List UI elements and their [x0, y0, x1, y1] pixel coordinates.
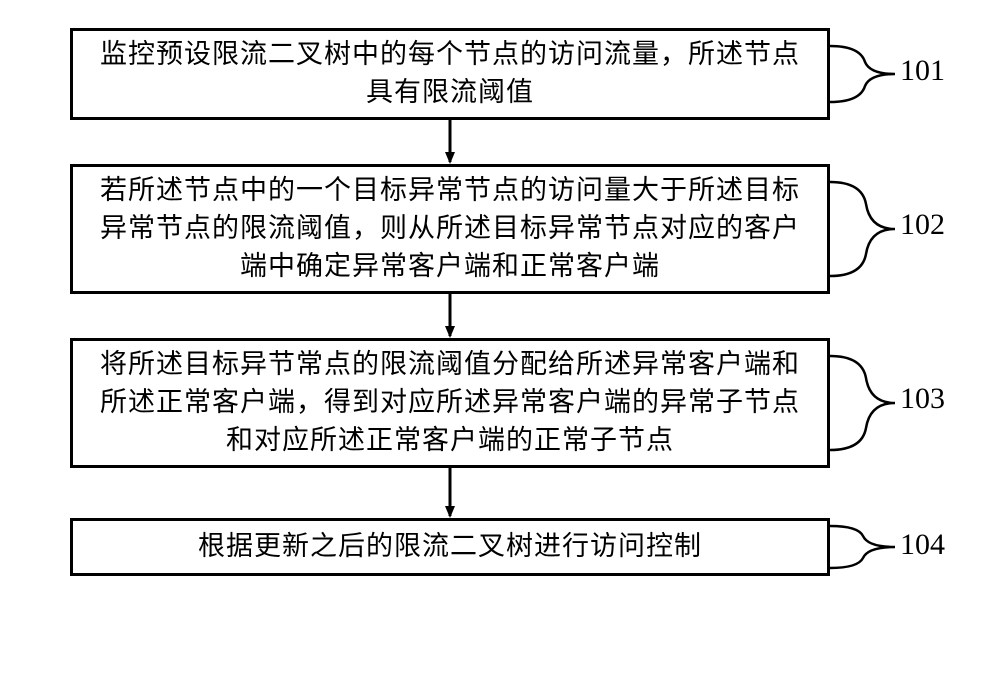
flow-node-3: 将所述目标异节常点的限流阈值分配给所述异常客户端和所述正常客户端，得到对应所述异…: [70, 338, 830, 468]
flow-node-1-text: 监控预设限流二叉树中的每个节点的访问流量，所述节点具有限流阈值: [87, 36, 813, 112]
flow-node-4: 根据更新之后的限流二叉树进行访问控制: [70, 518, 830, 576]
flow-node-2-text: 若所述节点中的一个目标异常节点的访问量大于所述目标异常节点的限流阈值，则从所述目…: [87, 172, 813, 285]
step-label-102: 102: [900, 208, 945, 242]
flowchart-canvas: 监控预设限流二叉树中的每个节点的访问流量，所述节点具有限流阈值 若所述节点中的一…: [0, 0, 1000, 680]
brace-2: [830, 182, 895, 276]
flow-node-2: 若所述节点中的一个目标异常节点的访问量大于所述目标异常节点的限流阈值，则从所述目…: [70, 164, 830, 294]
flow-node-4-text: 根据更新之后的限流二叉树进行访问控制: [198, 528, 702, 566]
flow-node-3-text: 将所述目标异节常点的限流阈值分配给所述异常客户端和所述正常客户端，得到对应所述异…: [87, 346, 813, 459]
step-label-104: 104: [900, 528, 945, 562]
flow-node-1: 监控预设限流二叉树中的每个节点的访问流量，所述节点具有限流阈值: [70, 28, 830, 120]
brace-1: [830, 46, 895, 102]
step-label-103: 103: [900, 382, 945, 416]
brace-3: [830, 356, 895, 450]
brace-4: [830, 526, 895, 568]
step-label-101: 101: [900, 54, 945, 88]
